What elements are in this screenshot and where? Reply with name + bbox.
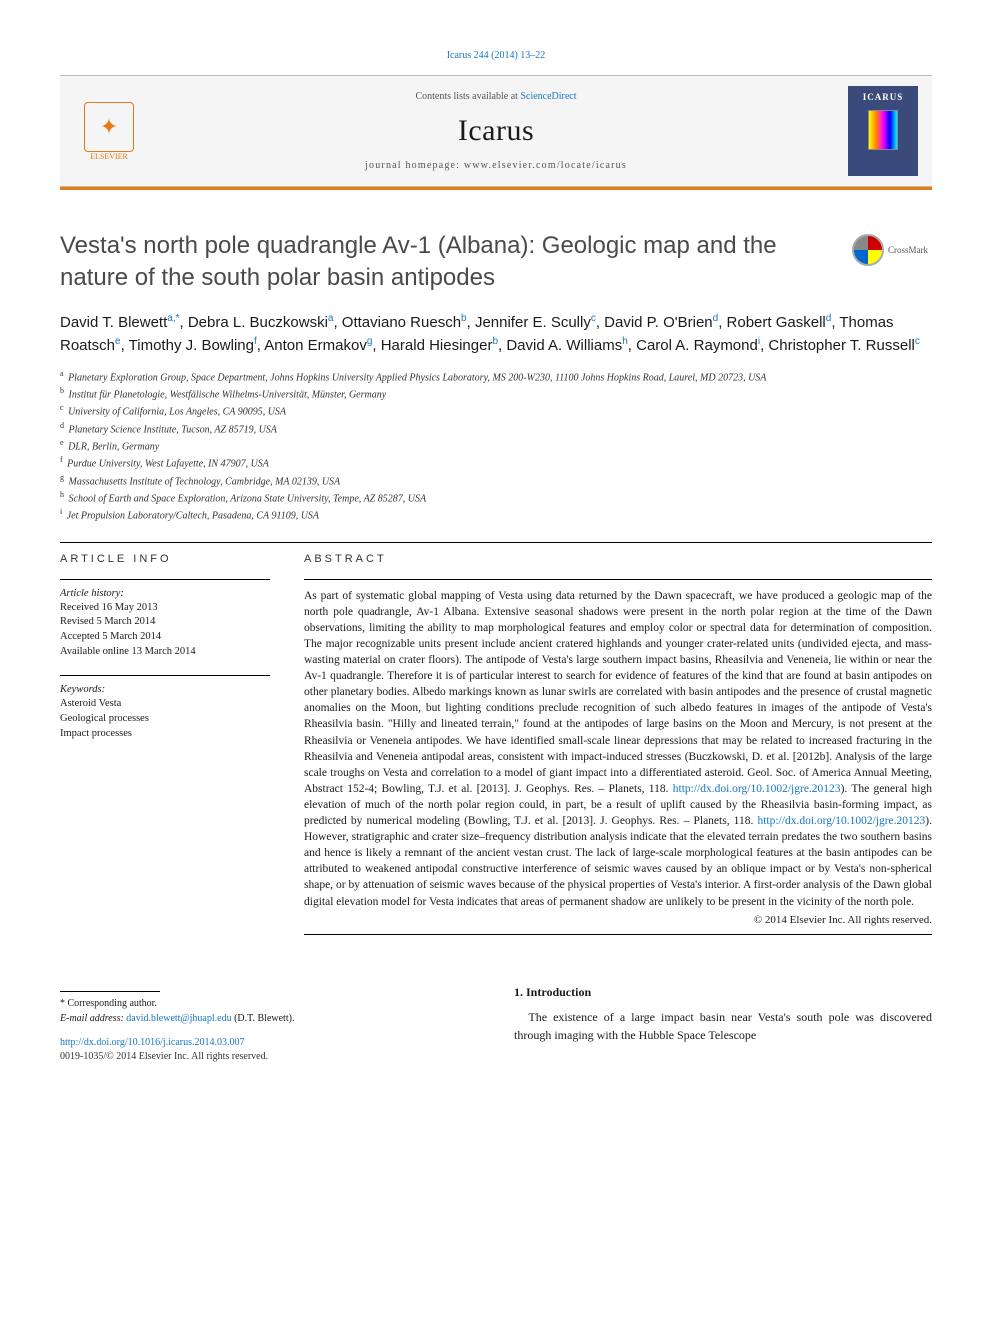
section-heading-intro: 1. Introduction [514,985,932,1000]
section-rule-top [60,542,932,543]
corr-star-line: * Corresponding author. [60,996,480,1011]
doi-link[interactable]: http://dx.doi.org/10.1016/j.icarus.2014.… [60,1037,245,1048]
affiliation-line: c University of California, Los Angeles,… [60,402,932,419]
author-list: David T. Blewetta,*, Debra L. Buczkowski… [60,311,932,358]
keyword-line: Asteroid Vesta [60,697,270,712]
cover-image-icon [868,110,898,150]
abstract-rule [304,579,932,580]
affiliation-list: a Planetary Exploration Group, Space Dep… [60,368,932,524]
history-line: Revised 5 March 2014 [60,615,270,630]
affiliation-line: g Massachusetts Institute of Technology,… [60,472,932,489]
sciencedirect-link[interactable]: ScienceDirect [520,91,576,102]
affiliation-line: a Planetary Exploration Group, Space Dep… [60,368,932,385]
affiliation-line: h School of Earth and Space Exploration,… [60,489,932,506]
article-title: Vesta's north pole quadrangle Av-1 (Alba… [60,230,832,295]
corr-email-link[interactable]: david.blewett@jhuapl.edu [126,1013,231,1024]
elsevier-tree-icon: ✦ [84,102,134,152]
history-lines: Received 16 May 2013Revised 5 March 2014… [60,601,270,660]
contents-prefix: Contents lists available at [415,91,520,102]
crossmark-icon [852,234,884,266]
affiliation-line: f Purdue University, West Lafayette, IN … [60,454,932,471]
history-line: Accepted 5 March 2014 [60,630,270,645]
accent-bar [60,187,932,190]
abstract-rule-bottom [304,934,932,935]
abstract-doi-link[interactable]: http://dx.doi.org/10.1002/jgre.20123 [673,783,841,795]
crossmark-badge[interactable]: CrossMark [852,230,932,270]
history-label: Article history: [60,588,270,599]
abstract-doi-link[interactable]: http://dx.doi.org/10.1002/jgre.20123 [757,815,925,827]
journal-name: Icarus [158,114,834,148]
issn-copyright: 0019-1035/© 2014 Elsevier Inc. All right… [60,1050,480,1064]
corresponding-author: * Corresponding author. E-mail address: … [60,996,480,1026]
corr-email-who: (D.T. Blewett). [232,1013,295,1024]
crossmark-label: CrossMark [888,245,928,255]
keyword-line: Impact processes [60,727,270,742]
citation-header: Icarus 244 (2014) 13–22 [60,50,932,61]
abstract-text: As part of systematic global mapping of … [304,588,932,910]
history-line: Received 16 May 2013 [60,601,270,616]
journal-homepage-line: journal homepage: www.elsevier.com/locat… [158,160,834,171]
affiliation-line: d Planetary Science Institute, Tucson, A… [60,420,932,437]
affiliation-line: b Institut für Planetologie, Westfälisch… [60,385,932,402]
email-label: E-mail address: [60,1013,126,1024]
keywords-label: Keywords: [60,684,270,695]
info-rule-2 [60,675,270,676]
keyword-line: Geological processes [60,712,270,727]
intro-paragraph: The existence of a large impact basin ne… [514,1008,932,1044]
elsevier-logo[interactable]: ✦ ELSEVIER [74,92,144,170]
article-info-heading: ARTICLE INFO [60,553,270,565]
abstract-heading: ABSTRACT [304,553,932,565]
footnote-rule [60,991,160,992]
journal-cover-thumb[interactable]: ICARUS [848,86,918,176]
affiliation-line: e DLR, Berlin, Germany [60,437,932,454]
contents-available-line: Contents lists available at ScienceDirec… [158,91,834,102]
publisher-name: ELSEVIER [90,152,128,161]
history-line: Available online 13 March 2014 [60,645,270,660]
keyword-lines: Asteroid VestaGeological processesImpact… [60,697,270,741]
journal-header-band: ✦ ELSEVIER Contents lists available at S… [60,75,932,187]
intro-text: The existence of a large impact basin ne… [514,1008,932,1044]
affiliation-line: i Jet Propulsion Laboratory/Caltech, Pas… [60,506,932,523]
abstract-copyright: © 2014 Elsevier Inc. All rights reserved… [304,914,932,926]
info-rule [60,579,270,580]
cover-title: ICARUS [863,92,904,102]
